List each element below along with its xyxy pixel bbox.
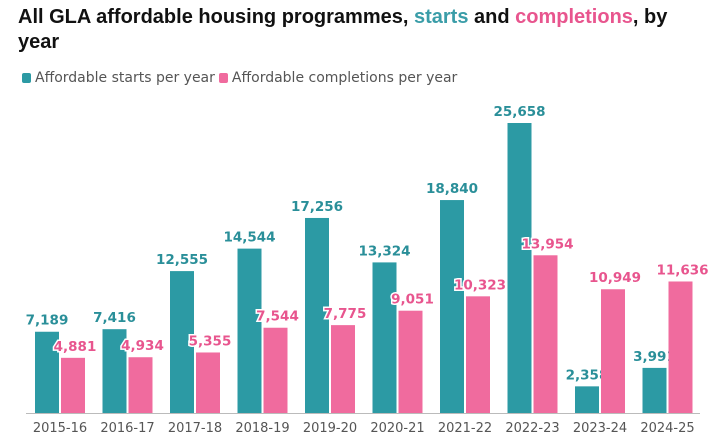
- title-and-word: and: [468, 6, 516, 28]
- x-tick-2019-20: 2019-20: [303, 421, 357, 436]
- value-label-starts-2022-23: 25,658: [493, 104, 545, 120]
- bar-starts-2016-17[interactable]: [102, 329, 127, 413]
- title-completions-word: completions: [515, 6, 633, 28]
- bar-starts-2021-22[interactable]: [440, 200, 464, 413]
- legend-starts-swatch: [22, 73, 31, 83]
- legend-completions[interactable]: Affordable completions per year: [218, 70, 458, 86]
- bar-completions-2016-17[interactable]: [128, 357, 153, 413]
- bar-starts-2018-19[interactable]: [237, 248, 262, 413]
- bar-completions-2015-16[interactable]: [61, 357, 85, 413]
- bar-completions-2018-19[interactable]: [263, 327, 288, 413]
- bar-starts-2022-23[interactable]: [507, 123, 532, 413]
- bar-completions-2019-20[interactable]: [331, 325, 355, 413]
- legend-starts[interactable]: Affordable starts per year: [22, 70, 215, 86]
- legend-completions-swatch: [218, 73, 228, 83]
- chart-title: All GLA affordable housing programmes, s…: [18, 5, 698, 55]
- legend: Affordable starts per year Affordable co…: [22, 70, 461, 86]
- value-label-starts-2015-16: 7,189: [26, 313, 69, 329]
- legend-completions-label: Affordable completions per year: [231, 70, 458, 86]
- legend-starts-label: Affordable starts per year: [35, 70, 215, 86]
- x-tick-2018-19: 2018-19: [235, 421, 289, 436]
- bar-starts-2023-24[interactable]: [575, 386, 599, 413]
- value-label-completions-2021-22: 10,323: [454, 277, 506, 293]
- x-tick-2021-22: 2021-22: [438, 421, 492, 436]
- bar-starts-2017-18[interactable]: [170, 271, 194, 413]
- x-tick-2016-17: 2016-17: [100, 421, 154, 436]
- value-label-starts-2016-17: 7,416: [93, 310, 136, 326]
- value-label-starts-2024-25: 3,991: [633, 349, 676, 365]
- bar-starts-2024-25[interactable]: [642, 367, 667, 413]
- bar-completions-2021-22[interactable]: [466, 296, 490, 413]
- x-tick-2015-16: 2015-16: [33, 421, 87, 436]
- value-label-completions-2018-19: 7,544: [256, 309, 299, 325]
- bar-completions-2022-23[interactable]: [533, 255, 558, 413]
- x-tick-2023-24: 2023-24: [573, 421, 627, 436]
- value-label-starts-2021-22: 18,840: [426, 181, 478, 197]
- value-label-starts-2020-21: 13,324: [358, 243, 410, 259]
- value-label-starts-2017-18: 12,555: [156, 252, 208, 268]
- value-label-starts-2019-20: 17,256: [291, 199, 343, 215]
- bar-completions-2017-18[interactable]: [196, 352, 220, 413]
- value-label-starts-2023-24: 2,358: [566, 367, 609, 383]
- value-label-completions-2024-25: 11,636: [656, 262, 708, 278]
- x-tick-2024-25: 2024-25: [640, 421, 694, 436]
- bar-starts-2015-16[interactable]: [35, 331, 59, 413]
- bar-completions-2020-21[interactable]: [398, 310, 423, 413]
- x-tick-2022-23: 2022-23: [505, 421, 559, 436]
- value-label-completions-2022-23: 13,954: [521, 236, 573, 252]
- x-tick-2017-18: 2017-18: [168, 421, 222, 436]
- value-label-completions-2020-21: 9,051: [391, 292, 434, 308]
- title-part2: , by year: [18, 6, 668, 53]
- title-part1: All GLA affordable housing programmes,: [18, 6, 414, 28]
- x-tick-2020-21: 2020-21: [370, 421, 424, 436]
- bar-completions-2024-25[interactable]: [668, 281, 693, 413]
- bar-completions-2023-24[interactable]: [601, 289, 625, 413]
- value-label-completions-2015-16: 4,881: [54, 339, 97, 355]
- value-label-starts-2018-19: 14,544: [223, 230, 275, 246]
- value-label-completions-2016-17: 4,934: [121, 338, 164, 354]
- title-starts-word: starts: [413, 6, 469, 28]
- value-label-completions-2023-24: 10,949: [589, 270, 641, 286]
- value-label-completions-2017-18: 5,355: [189, 333, 232, 349]
- bar-starts-2020-21[interactable]: [372, 262, 397, 413]
- bar-starts-2019-20[interactable]: [305, 217, 329, 413]
- value-label-completions-2019-20: 7,775: [324, 306, 367, 322]
